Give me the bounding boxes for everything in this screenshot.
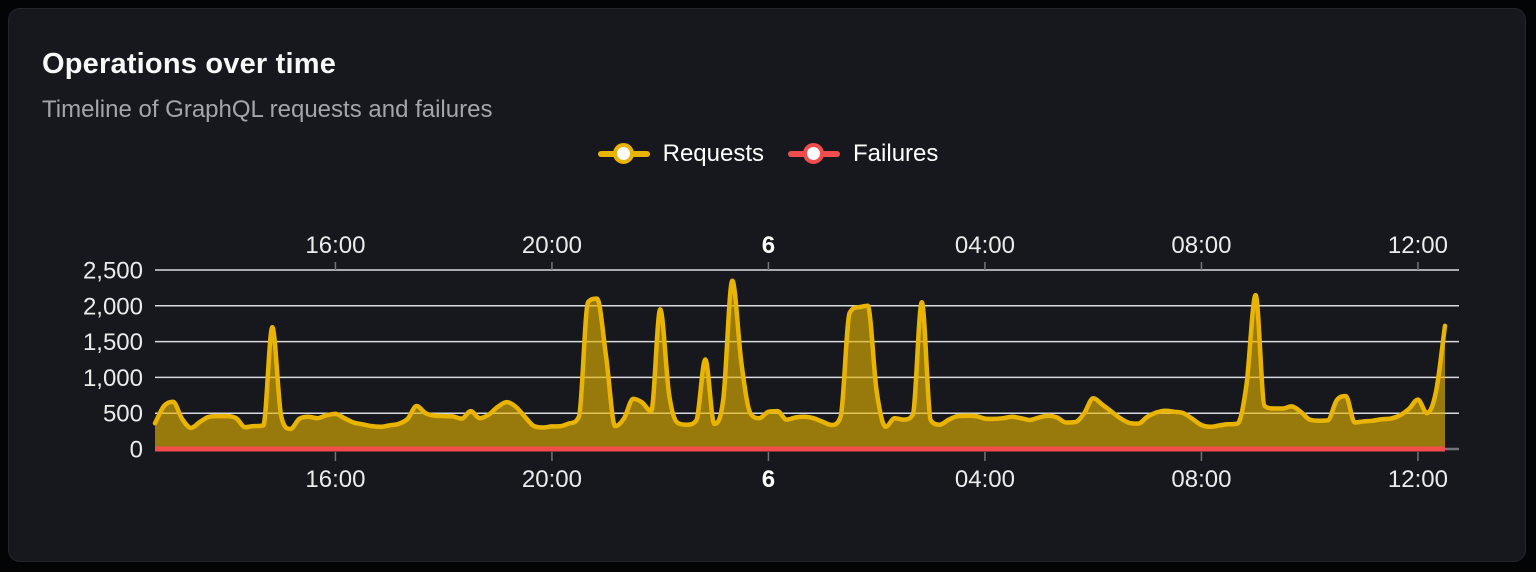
y-axis-label: 1,000 (83, 365, 143, 392)
y-axis-label: 1,500 (83, 329, 143, 356)
bottom-x-axis-label: 16:00 (305, 466, 365, 493)
bottom-x-axis-label: 20:00 (522, 466, 582, 493)
y-axis-label: 2,000 (83, 293, 143, 320)
top-x-axis-label: 16:00 (305, 232, 365, 259)
y-axis-label: 2,500 (83, 258, 143, 285)
legend-item-failures[interactable]: Failures (788, 140, 938, 168)
top-x-axis-label: 04:00 (955, 232, 1015, 259)
legend-label-requests: Requests (662, 140, 765, 167)
y-axis-label: 0 (130, 437, 143, 464)
bottom-x-axis-label: 12:00 (1388, 466, 1448, 493)
top-x-axis-label: 12:00 (1388, 232, 1448, 259)
legend-label-failures: Failures (853, 140, 939, 167)
bottom-x-axis-label: 6 (762, 466, 775, 493)
requests-area (155, 280, 1445, 449)
requests-legend-marker-icon (597, 141, 650, 167)
page-subtitle: Timeline of GraphQL requests and failure… (42, 96, 493, 123)
top-x-axis-label: 6 (762, 232, 775, 259)
top-x-axis-label: 20:00 (522, 232, 582, 259)
bottom-x-axis-label: 04:00 (955, 466, 1015, 493)
legend: Requests Failures (0, 140, 1536, 168)
page-title: Operations over time (42, 48, 337, 80)
legend-item-requests[interactable]: Requests (597, 140, 765, 168)
panel-card (8, 8, 1526, 562)
failures-legend-marker-icon (788, 141, 841, 167)
requests-line (152, 278, 1448, 432)
y-axis-label: 500 (103, 401, 143, 428)
top-x-axis-label: 08:00 (1171, 232, 1231, 259)
bottom-x-axis-label: 08:00 (1171, 466, 1231, 493)
